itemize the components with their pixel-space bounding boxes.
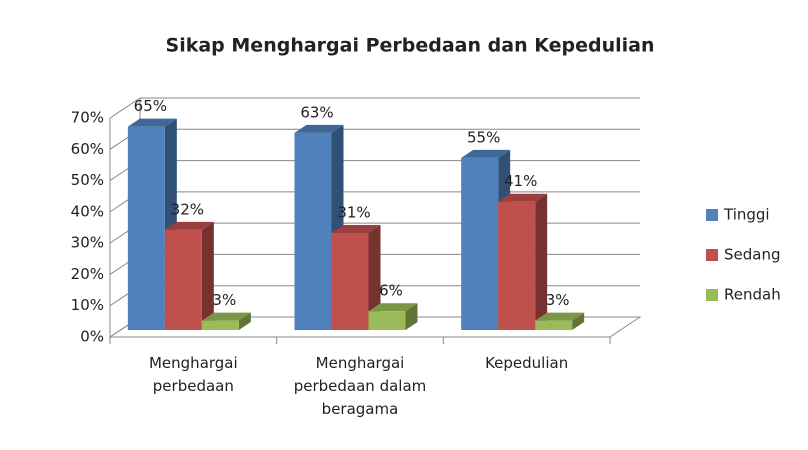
y-tick-label: 10% bbox=[71, 296, 104, 314]
x-tick-label: Menghargai perbedaan dalam beragama bbox=[293, 354, 427, 418]
bar-top bbox=[461, 149, 511, 158]
legend-swatch bbox=[706, 209, 718, 221]
data-label: 55% bbox=[467, 128, 500, 146]
y-tick-label: 50% bbox=[71, 171, 104, 189]
bar bbox=[368, 311, 406, 330]
legend-label: Tinggi bbox=[723, 206, 770, 224]
bar-top bbox=[331, 225, 381, 234]
bar-side bbox=[572, 312, 585, 330]
bar-side bbox=[201, 221, 214, 330]
bar-top bbox=[294, 124, 344, 133]
bar-side bbox=[238, 312, 251, 330]
bar-side bbox=[368, 225, 381, 330]
data-label: 6% bbox=[379, 282, 403, 300]
bar-top bbox=[498, 193, 548, 202]
bar-top bbox=[201, 312, 251, 321]
x-tick-label: Menghargai perbedaan bbox=[148, 354, 238, 395]
data-label: 3% bbox=[212, 291, 236, 309]
bar bbox=[498, 201, 536, 330]
bar bbox=[535, 320, 573, 330]
bar-side bbox=[535, 193, 548, 330]
data-label: 41% bbox=[504, 172, 537, 190]
data-label: 65% bbox=[134, 97, 167, 115]
y-tick-label: 30% bbox=[71, 234, 104, 252]
data-label: 32% bbox=[171, 200, 204, 218]
bar-top bbox=[535, 312, 585, 321]
bar bbox=[331, 233, 369, 330]
bar-top bbox=[164, 221, 214, 230]
bar bbox=[461, 157, 499, 330]
bar-top bbox=[127, 118, 177, 127]
legend-swatch bbox=[706, 289, 718, 301]
data-label: 63% bbox=[300, 103, 333, 121]
legend-swatch bbox=[706, 249, 718, 261]
y-tick-label: 70% bbox=[71, 109, 104, 127]
legend-label: Sedang bbox=[724, 246, 781, 264]
bar bbox=[294, 132, 332, 330]
bar-top bbox=[368, 303, 418, 312]
grid-line bbox=[109, 97, 141, 119]
legend-label: Rendah bbox=[724, 286, 781, 304]
bar bbox=[201, 320, 239, 330]
y-tick-label: 60% bbox=[71, 140, 104, 158]
bar bbox=[127, 126, 165, 331]
chart-title: Sikap Menghargai Perbedaan dan Kepedulia… bbox=[166, 35, 655, 57]
x-tick-label: Kepedulian bbox=[485, 354, 569, 372]
bar-side bbox=[405, 303, 418, 330]
y-tick-label: 0% bbox=[80, 328, 104, 346]
y-tick-label: 40% bbox=[71, 202, 104, 220]
bar bbox=[164, 229, 202, 330]
data-label: 3% bbox=[546, 291, 570, 309]
y-tick-label: 20% bbox=[71, 265, 104, 283]
data-label: 31% bbox=[337, 204, 370, 222]
